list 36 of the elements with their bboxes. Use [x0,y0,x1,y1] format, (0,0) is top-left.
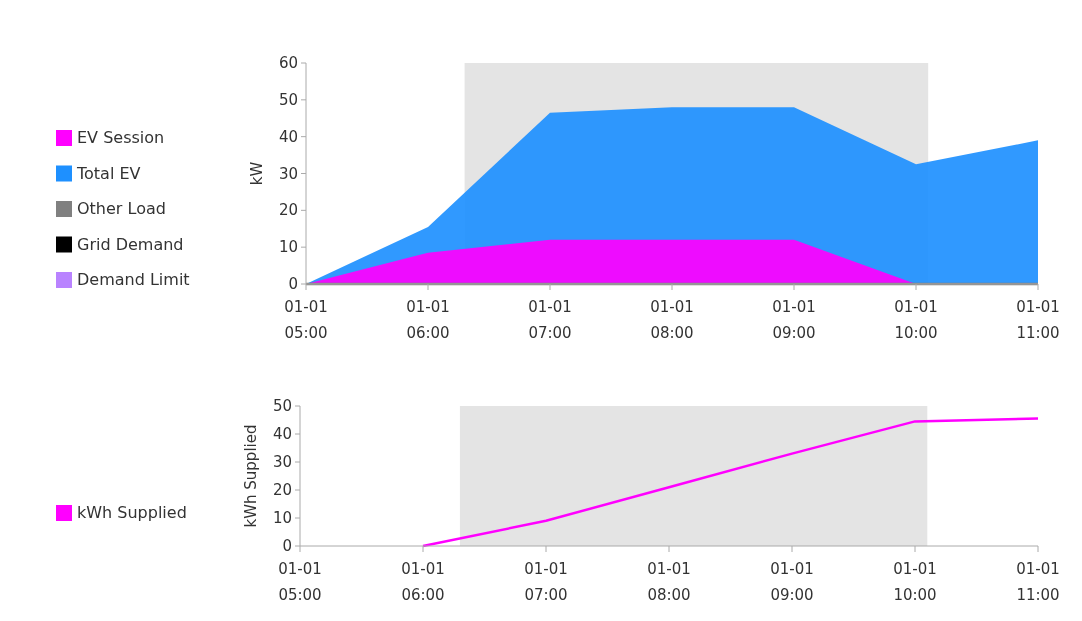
x-tick-label: 01-01 10:00 [894,298,938,342]
x-tick-label: 01-01 05:00 [278,560,322,604]
legend-label: Grid Demand [77,234,184,254]
x-tick-label: 01-01 11:00 [1016,560,1060,604]
y-tick-label: 60 [278,54,298,72]
y-tick-label: 50 [278,90,298,109]
y-tick-label: 30 [278,164,298,183]
y-axis-title: kW [248,161,266,186]
x-tick-label: 01-01 07:00 [528,298,572,342]
y-tick-label: 40 [278,127,298,146]
y-tick-label: 10 [278,238,298,257]
x-tick-label: 01-01 09:00 [770,560,814,604]
y-tick-label: 50 [272,397,292,415]
legend-label: EV Session [77,128,165,147]
y-tick-label: 20 [272,481,292,499]
y-tick-label: 10 [272,509,292,527]
x-tick-label: 01-01 05:00 [284,298,328,342]
y-tick-label: 0 [282,537,292,555]
legend-label: kWh Supplied [77,503,187,522]
legend-label: Total EV [76,163,141,183]
line-series [421,417,1040,548]
y-tick-label: 30 [272,453,292,471]
x-tick-label: 01-01 07:00 [524,560,568,604]
y-tick-label: 20 [278,201,298,220]
x-tick-label: 01-01 09:00 [772,298,816,342]
y-axis-title: kWh Supplied [242,424,260,528]
x-tick-label: 01-01 06:00 [401,560,445,604]
x-tick-label: 01-01 08:00 [647,560,691,604]
y-tick-label: 0 [288,275,298,293]
legend-label: Other Load [77,199,166,218]
legend-label: Demand Limit [77,270,190,289]
x-tick-label: 01-01 10:00 [893,560,937,604]
x-tick-label: 01-01 08:00 [650,298,694,342]
y-tick-label: 40 [272,425,292,443]
x-tick-label: 01-01 11:00 [1016,298,1060,342]
x-tick-label: 01-01 06:00 [406,298,450,342]
